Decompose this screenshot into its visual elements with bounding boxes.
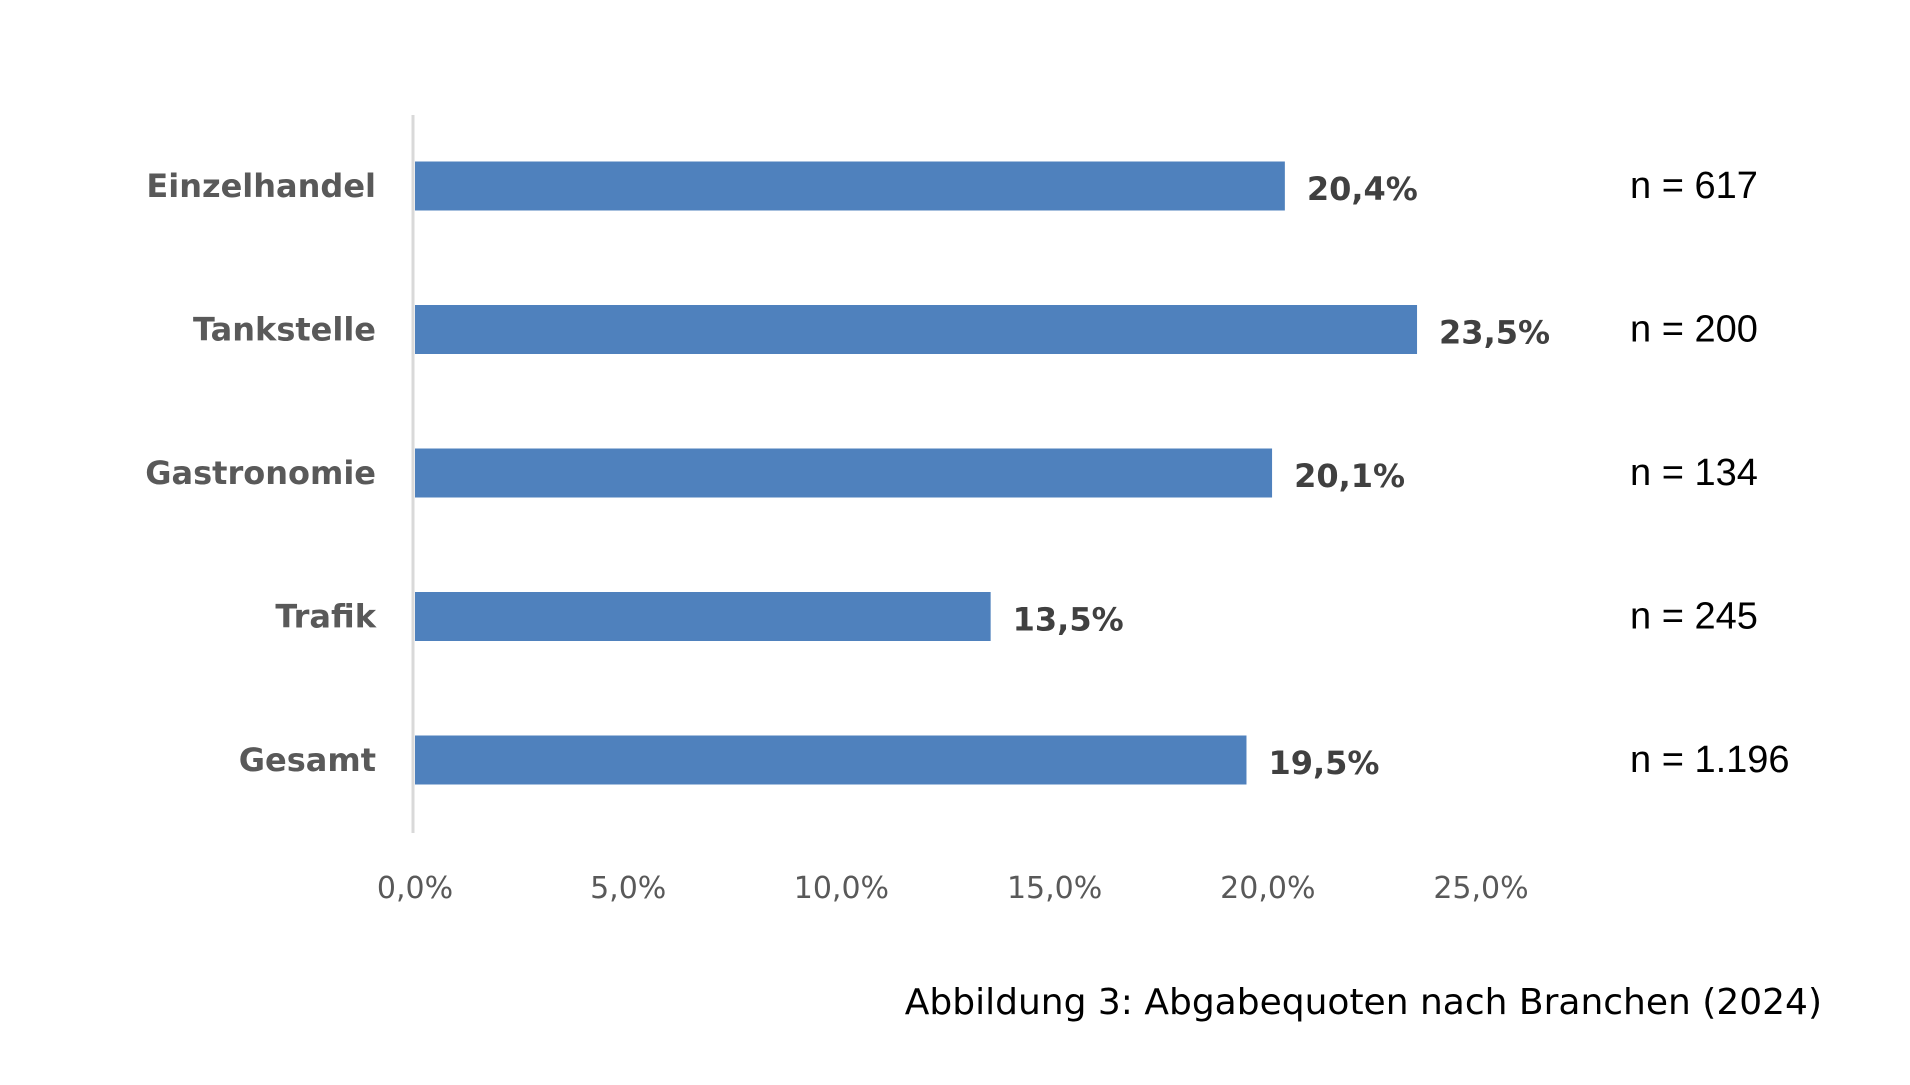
sample-size-trafik: n = 245 [1630,596,1758,638]
chart-caption: Abbildung 3: Abgabequoten nach Branchen … [905,982,1822,1023]
x-tick-label: 25,0% [1433,871,1528,906]
bar-gastronomie [415,448,1273,498]
x-axis-ticks: 0,0% 5,0% 10,0% 15,0% 20,0% 25,0% [377,871,1529,906]
bars-group: Einzelhandel 20,4% n = 617 Tankstelle 23,5% n… [145,161,1790,785]
data-label-einzelhandel: 20,4% [1307,170,1418,208]
bar-einzelhandel [415,161,1285,211]
category-label-einzelhandel: Einzelhandel [146,167,376,205]
bar-gesamt [415,735,1247,785]
bar-tankstelle [415,305,1418,354]
x-tick-label: 20,0% [1220,871,1315,906]
x-tick-label: 15,0% [1007,871,1102,906]
sample-size-gesamt: n = 1.196 [1630,739,1790,781]
sample-size-einzelhandel: n = 617 [1630,165,1758,207]
sample-size-tankstelle: n = 200 [1630,309,1758,351]
category-label-gesamt: Gesamt [239,741,376,779]
x-tick-label: 5,0% [590,871,666,906]
data-label-gesamt: 19,5% [1268,744,1379,782]
x-tick-label: 0,0% [377,871,453,906]
category-label-tankstelle: Tankstelle [193,311,376,349]
data-label-trafik: 13,5% [1013,601,1124,639]
x-tick-label: 10,0% [794,871,889,906]
data-label-tankstelle: 23,5% [1439,314,1550,352]
category-label-gastronomie: Gastronomie [145,454,376,492]
category-label-trafik: Trafik [275,598,376,636]
bar-trafik [415,592,991,641]
data-label-gastronomie: 20,1% [1294,457,1405,495]
sample-size-gastronomie: n = 134 [1630,452,1758,494]
